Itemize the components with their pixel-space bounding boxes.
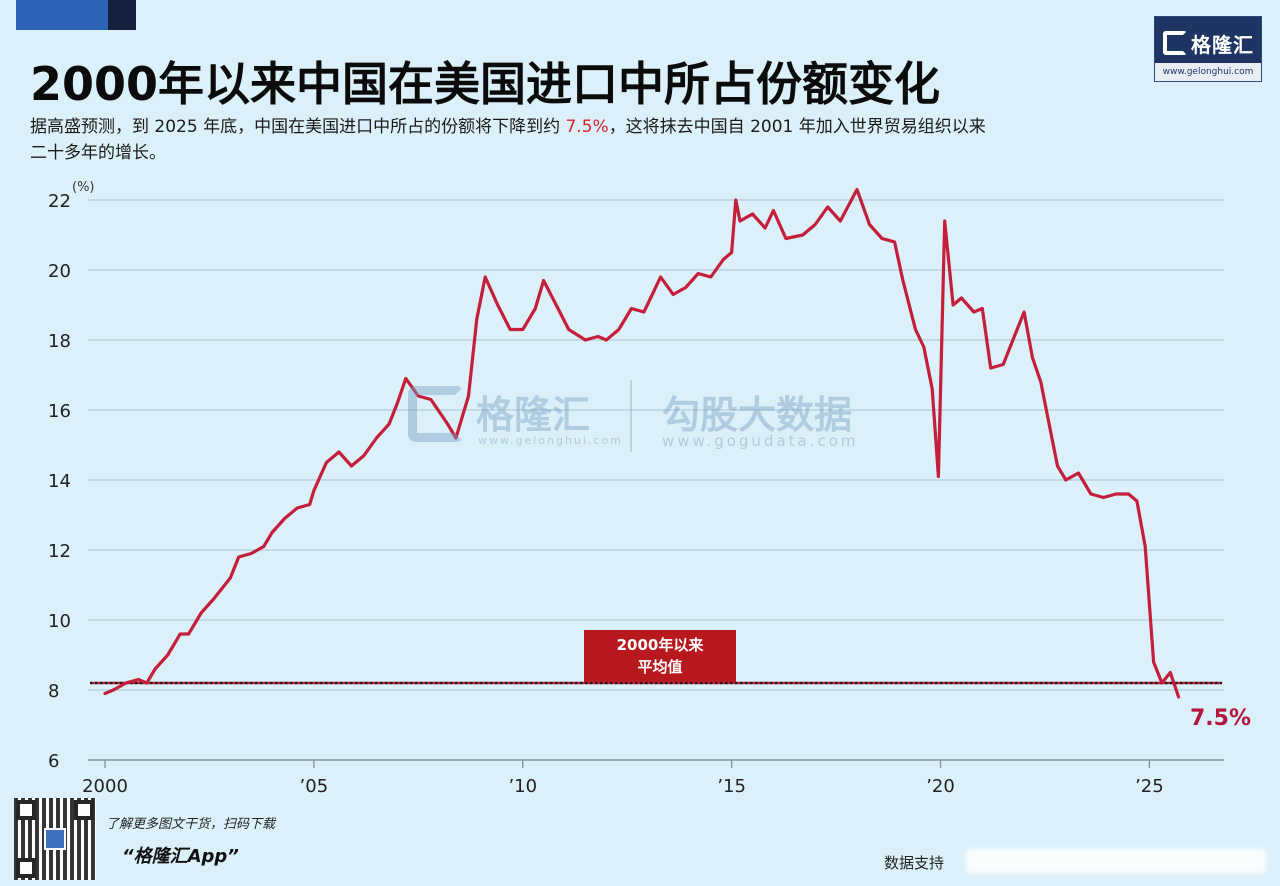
series-line — [103, 187, 1181, 699]
x-tick-label: ’05 — [300, 776, 329, 797]
data-source-label: 数据支持 — [884, 854, 945, 872]
watermark-partner: 勾股大数据 — [662, 393, 853, 437]
grid-lines — [88, 199, 1224, 761]
watermark-brand-url: www.gelonghui.com — [478, 434, 623, 447]
x-tick-label: ’20 — [926, 776, 955, 797]
y-tick-label: 22 — [48, 191, 71, 212]
logo-url: www.gelonghui.com — [1155, 63, 1261, 81]
top-accent-navy — [108, 0, 136, 30]
app-name: “格隆汇App” — [122, 846, 239, 867]
y-tick-label: 14 — [48, 471, 71, 492]
average-annotation-line1: 2000年以来 — [616, 636, 704, 654]
x-tick-label: ’15 — [717, 776, 746, 797]
average-annotation-line2: 平均值 — [637, 658, 683, 676]
y-tick-label: 20 — [48, 261, 71, 282]
y-tick-label: 6 — [48, 751, 59, 772]
y-tick-label: 16 — [48, 401, 71, 422]
y-tick-labels: 6 8 10 12 14 16 18 20 22 — [48, 191, 71, 772]
watermark-separator — [630, 380, 632, 452]
qr-code[interactable] — [14, 798, 96, 880]
logo-name: 格隆汇 — [1191, 33, 1254, 57]
y-tick-label: 12 — [48, 541, 71, 562]
end-value-label: 7.5% — [1190, 706, 1252, 731]
top-accent-blue — [16, 0, 108, 30]
watermark-partner-url: www.gogudata.com — [662, 432, 859, 450]
chart-subtitle: 据高盛预测，到 2025 年底，中国在美国进口中所占的份额将下降到约 7.5%，… — [30, 117, 986, 163]
gelonghui-logo: 格隆汇 www.gelonghui.com — [1154, 16, 1262, 82]
data-source-redacted — [966, 849, 1266, 873]
y-tick-label: 18 — [48, 331, 71, 352]
y-unit-label: (%) — [72, 180, 95, 195]
subtitle-highlight: 7.5% — [565, 117, 609, 137]
x-tick-label: ’25 — [1135, 776, 1164, 797]
watermark-g-icon — [408, 386, 464, 442]
x-tick-label: ’10 — [508, 776, 537, 797]
watermark-brand: 格隆汇 — [476, 393, 591, 437]
logo-g-icon — [1163, 31, 1187, 55]
y-tick-label: 10 — [48, 611, 71, 632]
y-tick-label: 8 — [48, 681, 59, 702]
download-promo: 了解更多图文干货，扫码下载 — [106, 817, 276, 832]
x-tick-labels: 2000 ’05 ’10 ’15 ’20 ’25 — [82, 760, 1164, 797]
x-tick-label: 2000 — [82, 776, 128, 797]
chart-title: 2000年以来中国在美国进口中所占份额变化 — [30, 57, 941, 111]
qr-logo-icon — [44, 828, 66, 850]
average-annotation: 2000年以来 平均值 — [584, 630, 736, 682]
